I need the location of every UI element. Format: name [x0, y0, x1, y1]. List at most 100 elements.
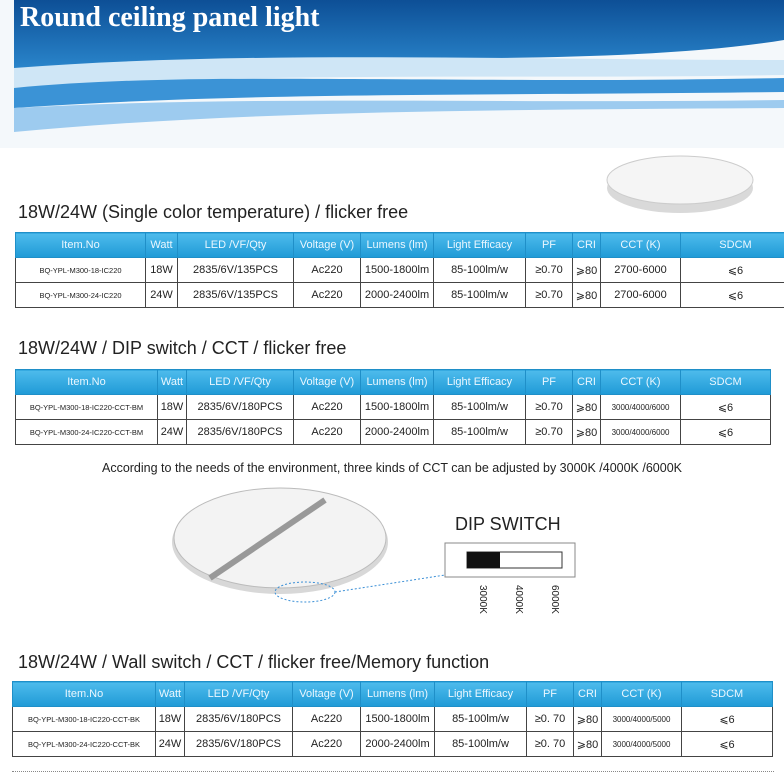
cell: 24W: [155, 731, 185, 757]
spec-table: Item.No Watt LED /VF/Qty Voltage (V) Lumens …: [15, 369, 771, 445]
cell: ⩾80: [572, 419, 601, 445]
cell: 85-100lm/w: [434, 731, 527, 757]
row: BQ-YPL-M300-18-IC220-CCT-BK 18W 2835/6V/18…: [12, 706, 773, 732]
cell: 1500-1800lm: [360, 257, 434, 283]
cell: 85-100lm/w: [433, 282, 526, 308]
cell: 18W: [145, 257, 178, 283]
cell: 85-100lm/w: [433, 257, 526, 283]
product-photo: [606, 155, 754, 213]
column-header: Watt: [157, 369, 187, 395]
cell: 85-100lm/w: [434, 706, 527, 732]
column-header: Item.No: [15, 232, 146, 258]
column-header: CCT (K): [601, 681, 682, 707]
cell: Ac220: [293, 394, 361, 420]
column-header: PF: [525, 369, 573, 395]
column-header: CRI: [572, 232, 601, 258]
column-header: SDCM: [681, 681, 773, 707]
column-header: Voltage (V): [292, 681, 361, 707]
cell: 2835/6V/180PCS: [186, 419, 294, 445]
column-header: Voltage (V): [293, 232, 361, 258]
cell: ⩾80: [573, 706, 602, 732]
column-header: Lumens (lm): [360, 232, 434, 258]
cell: ⩾80: [572, 282, 601, 308]
cell: 3000/4000/5000: [601, 731, 682, 757]
column-header: Light Efficacy: [433, 232, 526, 258]
cell: ≥0.70: [525, 282, 573, 308]
row: BQ-YPL-M300-24-IC220-CCT-BM 24W 2835/6V/18…: [15, 419, 771, 445]
column-header: PF: [525, 232, 573, 258]
cell: 2835/6V/180PCS: [184, 731, 293, 757]
cell: 3000/4000/6000: [600, 419, 681, 445]
cell: 24W: [157, 419, 187, 445]
column-header: LED /VF/Qty: [177, 232, 294, 258]
cell: ⩽6: [680, 394, 771, 420]
dip-label: 3000K: [477, 585, 488, 614]
column-header: LED /VF/Qty: [184, 681, 293, 707]
column-header: Item.No: [12, 681, 156, 707]
header-row: Item.No Watt LED /VF/Qty Voltage (V) Lumens …: [12, 681, 773, 707]
cell: ≥0.70: [525, 394, 573, 420]
cell: BQ-YPL-M300-24-IC220-CCT-BK: [12, 731, 156, 757]
note: According to the needs of the environmen…: [101, 461, 682, 475]
cell: ≥0.70: [525, 419, 573, 445]
column-header: Watt: [155, 681, 185, 707]
cell: ≥0. 70: [526, 731, 574, 757]
spec-table: Item.No Watt LED /VF/Qty Voltage (V) Lumens …: [12, 681, 773, 757]
cell: 85-100lm/w: [433, 394, 526, 420]
cell: ≥0. 70: [526, 706, 574, 732]
cell: ≥0.70: [525, 257, 573, 283]
cell: Ac220: [293, 282, 361, 308]
cell: 2835/6V/135PCS: [177, 257, 294, 283]
cell: 2835/6V/180PCS: [186, 394, 294, 420]
row: BQ-YPL-M300-24-IC220-CCT-BK 24W 2835/6V/18…: [12, 731, 773, 757]
column-header: Light Efficacy: [434, 681, 527, 707]
section-heading: 18W/24W (Single color temperature) / fli…: [18, 202, 409, 222]
dip-title: DIP SWITCH: [455, 514, 561, 534]
cell: Ac220: [293, 419, 361, 445]
cell: BQ-YPL-M300-18-IC220: [15, 257, 146, 283]
cell: 1500-1800lm: [360, 706, 435, 732]
cell: Ac220: [292, 731, 361, 757]
column-header: Lumens (lm): [360, 369, 434, 395]
dip-diagram: [172, 487, 576, 603]
header-row: Item.No Watt LED /VF/Qty Voltage (V) Lumens …: [15, 232, 784, 258]
cell: ⩽6: [680, 419, 771, 445]
cell: ⩾80: [572, 394, 601, 420]
cell: Ac220: [292, 706, 361, 732]
cell: 3000/4000/6000: [600, 394, 681, 420]
cell: ⩽6: [680, 257, 784, 283]
cell: 3000/4000/5000: [601, 706, 682, 732]
spec-table: Item.No Watt LED /VF/Qty Voltage (V) Lumens …: [15, 232, 784, 308]
cell: BQ-YPL-M300-24-IC220: [15, 282, 146, 308]
cell: Ac220: [293, 257, 361, 283]
column-header: Light Efficacy: [433, 369, 526, 395]
banner: Round ceiling panel light: [0, 0, 784, 148]
column-header: Watt: [145, 232, 178, 258]
cell: 1500-1800lm: [360, 394, 434, 420]
cell: 18W: [157, 394, 187, 420]
column-header: Lumens (lm): [360, 681, 435, 707]
cell: 85-100lm/w: [433, 419, 526, 445]
row: BQ-YPL-M300-18-IC220 18W 2835/6V/135PCS Ac2…: [15, 257, 784, 283]
cell: 2700-6000: [600, 257, 681, 283]
column-header: SDCM: [680, 232, 784, 258]
cell: 2000-2400lm: [360, 282, 434, 308]
dip-label: 6000K: [549, 585, 560, 614]
cell: BQ-YPL-M300-18-IC220-CCT-BK: [12, 706, 156, 732]
cell: ⩽6: [681, 706, 773, 732]
cell: BQ-YPL-M300-24-IC220-CCT-BM: [15, 419, 158, 445]
cell: 2000-2400lm: [360, 419, 434, 445]
cell: 2835/6V/135PCS: [177, 282, 294, 308]
row: BQ-YPL-M300-24-IC220 24W 2835/6V/135PCS Ac2…: [15, 282, 784, 308]
column-header: Voltage (V): [293, 369, 361, 395]
cell: 2835/6V/180PCS: [184, 706, 293, 732]
row: BQ-YPL-M300-18-IC220-CCT-BM 18W 2835/6V/18…: [15, 394, 771, 420]
section-heading: 18W/24W / Wall switch / CCT / flicker fr…: [18, 652, 490, 672]
section-heading: 18W/24W / DIP switch / CCT / flicker fre…: [18, 338, 347, 358]
column-header: CRI: [572, 369, 601, 395]
column-header: PF: [526, 681, 574, 707]
column-header: CRI: [573, 681, 602, 707]
cell: ⩽6: [681, 731, 773, 757]
cell: ⩾80: [572, 257, 601, 283]
